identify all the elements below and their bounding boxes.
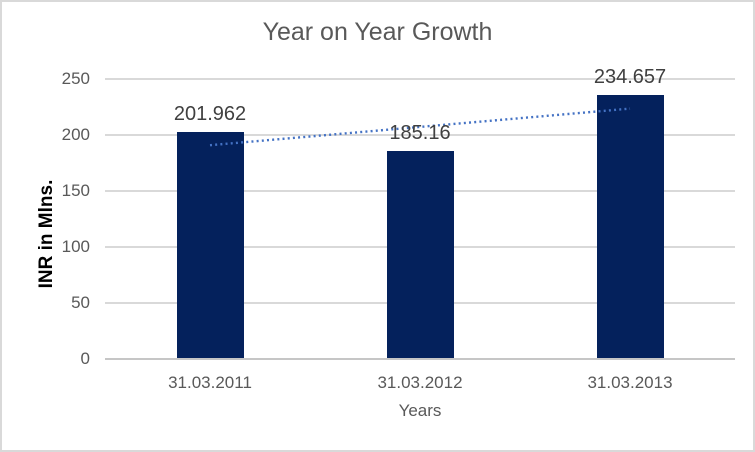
data-label-31.03.2012: 185.16 — [389, 122, 451, 144]
x-axis-title: Years — [398, 401, 442, 420]
gridline-250 — [105, 78, 735, 80]
y-tick-label-150: 150 — [61, 181, 90, 200]
x-tick-label-31.03.2011: 31.03.2011 — [168, 373, 252, 392]
x-tick-label-31.03.2013: 31.03.2013 — [587, 373, 673, 392]
bar-31.03.2011 — [176, 132, 244, 358]
plot-area: 201.962 185.16 234.657 — [105, 66, 735, 360]
bar-31.03.2013 — [596, 95, 664, 358]
y-tick-label-50: 50 — [71, 293, 90, 312]
chart-title: Year on Year Growth — [262, 18, 493, 46]
data-label-31.03.2011: 201.962 — [173, 103, 247, 125]
bar-31.03.2012 — [386, 151, 454, 358]
x-axis-line — [105, 358, 735, 360]
y-tick-label-200: 200 — [61, 125, 90, 144]
y-tick-label-100: 100 — [61, 237, 90, 256]
x-tick-label-31.03.2012: 31.03.2012 — [377, 373, 463, 392]
y-tick-label-0: 0 — [80, 349, 90, 368]
data-label-31.03.2013: 234.657 — [593, 66, 667, 88]
y-tick-label-250: 250 — [61, 69, 90, 88]
